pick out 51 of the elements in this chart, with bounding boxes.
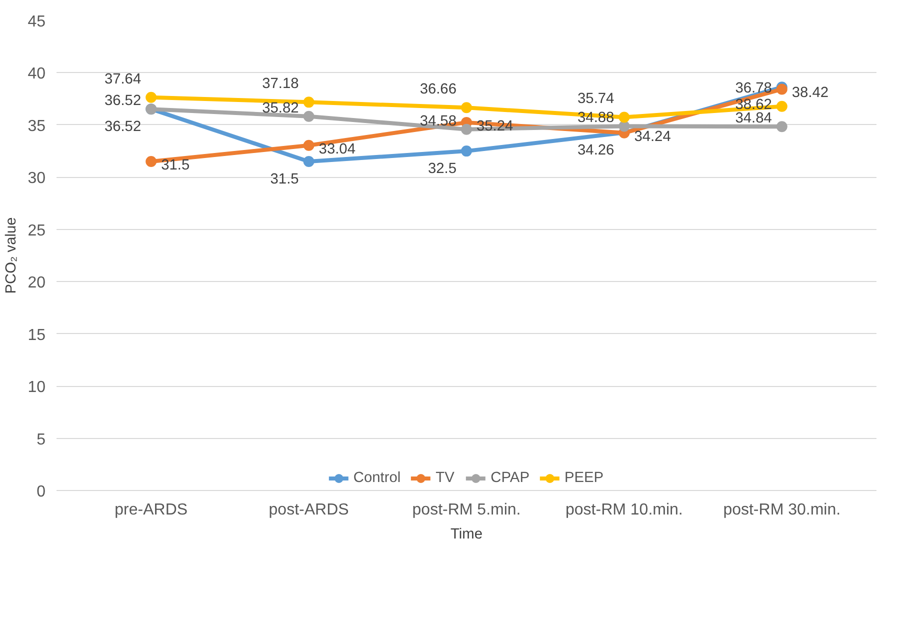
x-tick-label: pre-ARDS	[114, 502, 188, 518]
data-label: 36.66	[420, 82, 457, 98]
x-tick-label: post-ARDS	[268, 502, 349, 518]
point	[618, 120, 630, 132]
point	[303, 96, 314, 108]
point	[461, 102, 472, 114]
y-tick-label: 10	[28, 379, 46, 396]
point	[776, 100, 788, 112]
data-label: 33.04	[318, 141, 356, 158]
data-label: 31.5	[270, 172, 299, 188]
point	[461, 146, 472, 157]
y-tick-label: 35	[28, 118, 46, 135]
x-tick-label: post-RM 10.min.	[566, 502, 683, 518]
data-label: 34.58	[420, 113, 457, 130]
legend-label: Control	[353, 470, 401, 486]
point	[303, 156, 314, 167]
point	[146, 92, 157, 103]
x-tick-label: post-RM 30.min.	[723, 502, 841, 518]
y-tick-label: 30	[28, 170, 46, 188]
x-tick-label: post-RM 5.min.	[412, 502, 521, 518]
data-label: 36.78	[735, 80, 772, 96]
data-label: 38.42	[792, 85, 829, 102]
data-label: 37.18	[262, 76, 299, 92]
y-tick-label: 25	[28, 222, 46, 240]
data-label: 34.84	[735, 110, 772, 127]
y-axis-title: PCO₂ value	[4, 217, 20, 294]
data-label: 34.26	[578, 142, 614, 159]
point	[776, 121, 788, 132]
point	[461, 124, 472, 135]
point	[618, 112, 630, 123]
point	[146, 156, 157, 167]
y-tick-label: 0	[36, 484, 46, 500]
y-tick-label: 40	[28, 66, 46, 83]
point	[303, 140, 314, 151]
y-tick-label: 15	[28, 326, 46, 344]
legend-label: PEEP	[564, 470, 604, 486]
y-tick-label: 5	[36, 431, 46, 448]
data-label: 37.64	[104, 71, 142, 88]
y-tick-label: 20	[28, 274, 46, 292]
data-label: 35.74	[578, 91, 614, 108]
data-label: 32.5	[428, 161, 457, 178]
y-tick-label: 45	[28, 14, 46, 30]
legend-label: CPAP	[490, 470, 530, 486]
data-label: 34.24	[634, 128, 671, 145]
x-axis-title: Time	[450, 526, 483, 542]
data-label: 36.52	[104, 119, 142, 136]
data-label: 35.82	[262, 100, 299, 116]
data-label: 31.5	[161, 158, 190, 174]
legend-label: TV	[436, 470, 456, 486]
data-label: 36.52	[104, 93, 142, 110]
point	[303, 110, 314, 122]
